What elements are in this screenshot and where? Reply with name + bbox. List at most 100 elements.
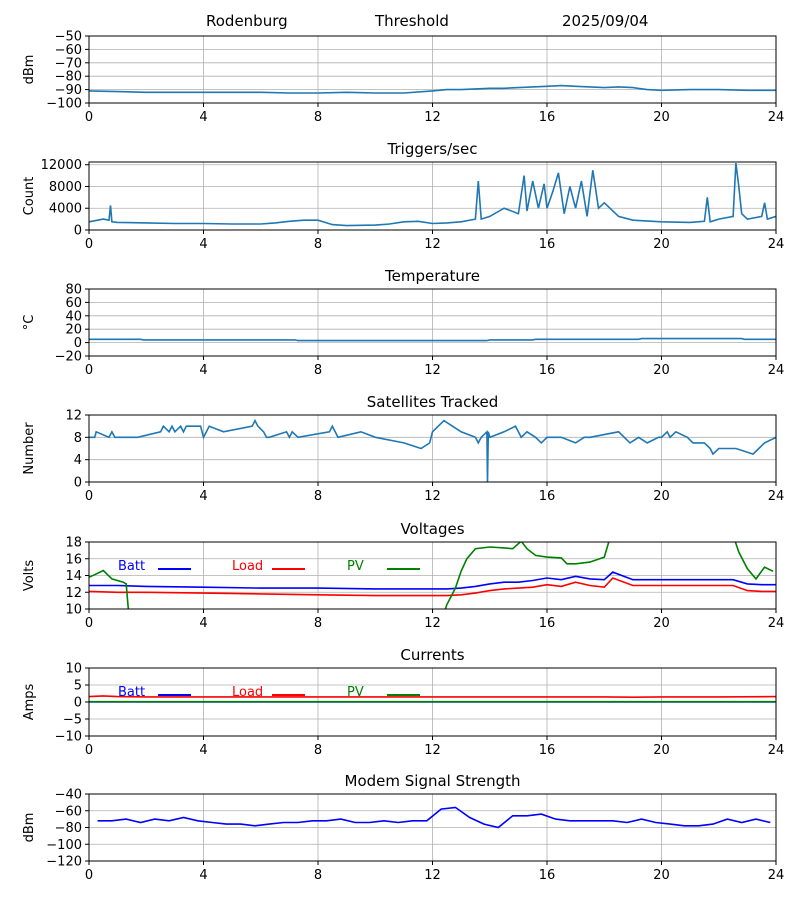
x-tick-label: 12 — [424, 489, 441, 504]
series-line-2 — [89, 542, 774, 609]
y-axis-label: dBm — [22, 55, 37, 85]
x-tick-label: 20 — [653, 489, 670, 504]
y-tick-label: 14 — [65, 569, 82, 584]
y-tick-label: 18 — [65, 536, 82, 551]
y-tick-label: 0 — [74, 336, 82, 351]
legend-label: PV — [347, 559, 364, 574]
x-tick-label: 16 — [539, 110, 556, 125]
y-tick-label: 8 — [74, 431, 82, 446]
y-axis-label: Amps — [22, 683, 37, 720]
y-tick-label: −120 — [46, 855, 82, 870]
x-tick-label: 16 — [539, 616, 556, 631]
y-tick-label: −70 — [55, 56, 82, 71]
x-tick-label: 20 — [653, 110, 670, 125]
x-tick-label: 16 — [539, 868, 556, 883]
chart-title: Satellites Tracked — [367, 393, 498, 411]
y-tick-label: −100 — [46, 838, 82, 853]
y-tick-label: 16 — [65, 552, 82, 567]
series-line-0 — [89, 163, 776, 227]
x-tick-label: 4 — [199, 868, 207, 883]
series-line-0 — [89, 337, 776, 342]
legend-label: Load — [232, 685, 263, 700]
legend-label: Batt — [118, 685, 145, 700]
y-tick-label: 12 — [65, 409, 82, 424]
y-tick-label: 5 — [74, 679, 82, 694]
x-tick-label: 8 — [314, 743, 322, 758]
y-tick-label: 12 — [65, 586, 82, 601]
y-tick-label: −20 — [55, 350, 82, 365]
series-line-1 — [89, 577, 776, 597]
x-tick-label: 12 — [424, 743, 441, 758]
y-axis-label: Volts — [22, 560, 37, 592]
x-tick-label: 0 — [85, 616, 93, 631]
chart-0 — [85, 35, 777, 107]
series-line-0 — [97, 806, 771, 829]
x-tick-label: 0 — [85, 868, 93, 883]
x-tick-label: 12 — [424, 237, 441, 252]
x-tick-label: 8 — [314, 616, 322, 631]
y-tick-label: 20 — [65, 323, 82, 338]
report-date: 2025/09/04 — [562, 12, 649, 30]
legend-label: Batt — [118, 559, 145, 574]
y-tick-label: −100 — [46, 97, 82, 112]
y-tick-label: −10 — [55, 730, 82, 745]
chart-title: Triggers/sec — [387, 140, 478, 158]
x-tick-label: 20 — [653, 616, 670, 631]
x-tick-label: 16 — [539, 489, 556, 504]
y-tick-label: 80 — [65, 283, 82, 298]
x-tick-label: 24 — [768, 616, 785, 631]
y-tick-label: 0 — [74, 696, 82, 711]
x-tick-label: 24 — [768, 489, 785, 504]
x-tick-label: 8 — [314, 237, 322, 252]
y-tick-label: 10 — [65, 603, 82, 618]
chart-3 — [85, 414, 777, 486]
x-tick-label: 20 — [653, 237, 670, 252]
y-tick-label: 10 — [65, 662, 82, 677]
series-line-0 — [89, 571, 776, 590]
y-tick-label: −40 — [55, 788, 82, 803]
x-tick-label: 4 — [199, 110, 207, 125]
y-tick-label: 60 — [65, 296, 82, 311]
y-tick-label: −50 — [55, 30, 82, 45]
x-tick-label: 8 — [314, 868, 322, 883]
x-tick-label: 12 — [424, 110, 441, 125]
x-tick-label: 24 — [768, 363, 785, 378]
y-tick-label: −90 — [55, 83, 82, 98]
x-tick-label: 0 — [85, 110, 93, 125]
y-tick-label: −80 — [55, 821, 82, 836]
x-tick-label: 0 — [85, 743, 93, 758]
x-tick-label: 8 — [314, 110, 322, 125]
y-tick-label: −60 — [55, 43, 82, 58]
x-tick-label: 16 — [539, 363, 556, 378]
legend-label: Load — [232, 559, 263, 574]
chart-title: Temperature — [384, 267, 480, 285]
y-tick-label: 12000 — [41, 158, 82, 173]
x-tick-label: 16 — [539, 743, 556, 758]
y-tick-label: −60 — [55, 804, 82, 819]
series-line-1 — [89, 695, 776, 699]
trigger-mode: Threshold — [375, 12, 449, 30]
y-tick-label: 0 — [74, 476, 82, 491]
x-tick-label: 20 — [653, 743, 670, 758]
x-tick-label: 12 — [424, 616, 441, 631]
x-tick-label: 8 — [314, 489, 322, 504]
station-name: Rodenburg — [206, 12, 288, 30]
chart-2 — [85, 288, 777, 360]
y-axis-label: Count — [22, 177, 37, 216]
series-line-0 — [89, 84, 776, 94]
x-tick-label: 0 — [85, 489, 93, 504]
y-axis-label: Number — [22, 422, 37, 475]
x-tick-label: 24 — [768, 237, 785, 252]
x-tick-label: 8 — [314, 363, 322, 378]
x-tick-label: 4 — [199, 616, 207, 631]
chart-5 — [85, 667, 777, 740]
chart-title: Modem Signal Strength — [345, 772, 521, 790]
x-tick-label: 4 — [199, 489, 207, 504]
y-tick-label: 0 — [74, 224, 82, 239]
y-axis-label: °C — [22, 315, 37, 331]
series-line-0 — [89, 418, 776, 482]
chart-title: Currents — [400, 646, 464, 664]
legend-label: PV — [347, 685, 364, 700]
y-tick-label: 40 — [65, 309, 82, 324]
